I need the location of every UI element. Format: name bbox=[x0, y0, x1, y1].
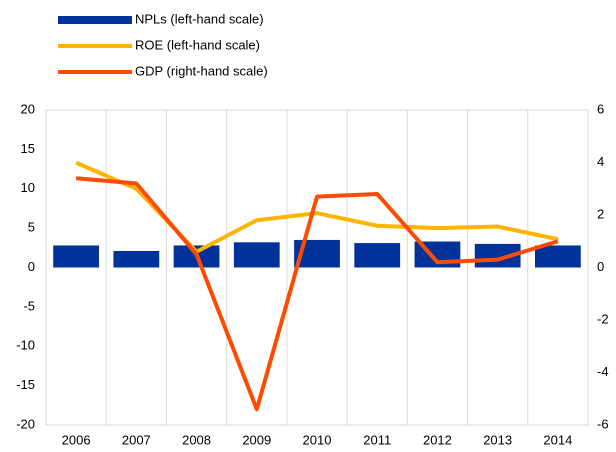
legend-swatch bbox=[58, 16, 132, 24]
y2-tick-label: -4 bbox=[597, 364, 609, 379]
y-tick-label: -10 bbox=[16, 338, 35, 353]
x-tick-label: 2014 bbox=[543, 432, 572, 447]
legend-label: ROE (left-hand scale) bbox=[135, 37, 260, 52]
bar bbox=[233, 242, 280, 268]
y2-tick-label: 4 bbox=[597, 154, 604, 169]
y2-tick-label: 2 bbox=[597, 206, 604, 221]
bar bbox=[53, 245, 99, 268]
x-tick-label: 2010 bbox=[303, 432, 332, 447]
y-tick-label: 20 bbox=[21, 101, 35, 116]
x-tick-label: 2008 bbox=[182, 432, 211, 447]
legend-label: GDP (right-hand scale) bbox=[135, 63, 268, 78]
y2-tick-label: 6 bbox=[597, 101, 604, 116]
y2-tick-label: -6 bbox=[597, 416, 609, 431]
bar bbox=[113, 250, 160, 268]
x-tick-label: 2011 bbox=[363, 432, 391, 447]
y2-tick-label: -2 bbox=[597, 311, 609, 326]
bar bbox=[354, 243, 401, 268]
y-tick-label: 0 bbox=[28, 259, 35, 274]
x-tick-label: 2007 bbox=[122, 432, 151, 447]
y-tick-label: 5 bbox=[28, 220, 35, 235]
line bbox=[75, 176, 559, 412]
y-tick-label: -15 bbox=[16, 377, 35, 392]
y2-tick-label: 0 bbox=[597, 259, 604, 274]
x-tick-label: 2013 bbox=[483, 432, 512, 447]
x-tick-label: 2006 bbox=[62, 432, 91, 447]
plot-frame bbox=[45, 109, 589, 426]
x-tick-label: 2012 bbox=[423, 432, 452, 447]
legend-label: NPLs (left-hand scale) bbox=[135, 11, 264, 26]
y-tick-label: -5 bbox=[23, 298, 35, 313]
y-tick-label: -20 bbox=[16, 416, 35, 431]
bar bbox=[535, 245, 581, 268]
line bbox=[75, 160, 559, 254]
y-tick-label: 15 bbox=[21, 141, 35, 156]
y-tick-label: 10 bbox=[21, 180, 35, 195]
x-tick-label: 2009 bbox=[242, 432, 271, 447]
